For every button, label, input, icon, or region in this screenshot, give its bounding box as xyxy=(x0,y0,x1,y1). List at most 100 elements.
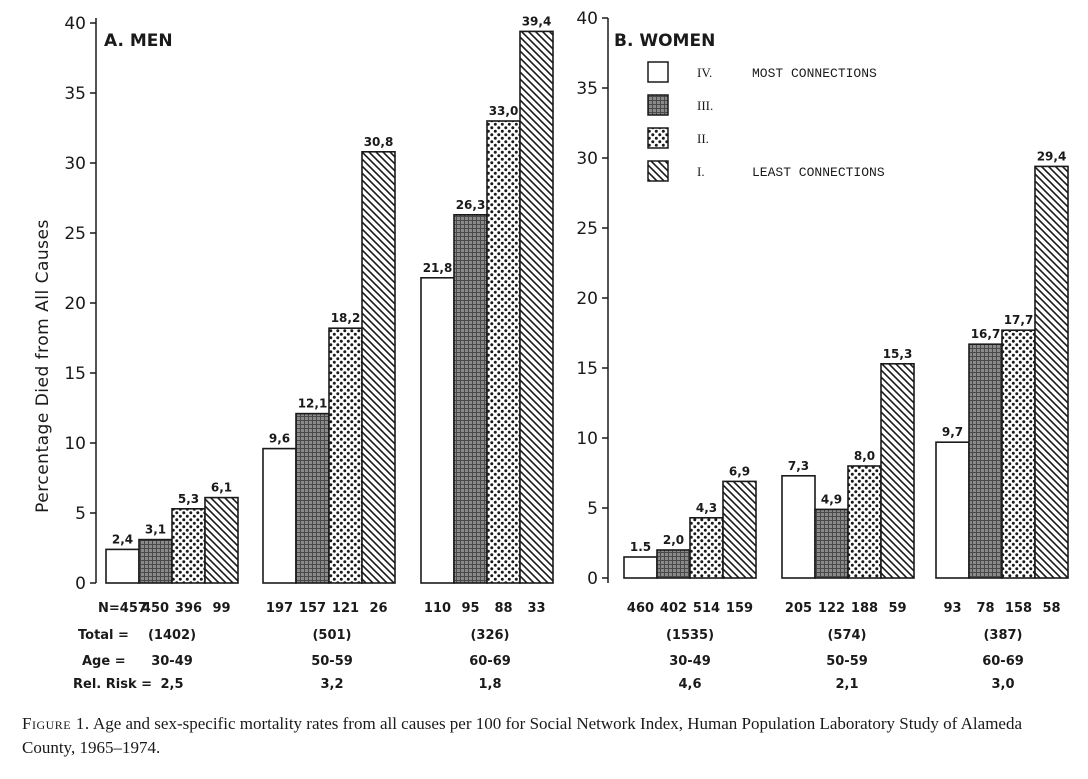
men-panel: A. MEN 0 5 10 15 20 25 30 35 40 Percentage Died fr… xyxy=(33,14,554,692)
women-bar-ii-1 xyxy=(689,516,724,579)
legend-numeral-i: I. xyxy=(697,164,705,179)
women-bar-value-label: 7,3 xyxy=(788,459,809,473)
men-bar-iii-1 xyxy=(138,538,173,584)
men-bar-ii-1 xyxy=(171,507,206,584)
women-group-rel-risk: 4,6 xyxy=(678,677,701,692)
figure-caption: Figure 1. Age and sex-specific mortality… xyxy=(22,712,1072,760)
women-y-tick-label: 40 xyxy=(576,9,598,29)
men-bar-value-label: 6,1 xyxy=(211,481,232,495)
women-bar-value-label: 1.5 xyxy=(630,540,651,554)
men-bar-iii-3 xyxy=(453,214,488,584)
women-bar-value-label: 4,9 xyxy=(821,492,842,506)
men-bar-value-label: 33,0 xyxy=(489,104,519,118)
men-n-label: 157 xyxy=(299,601,326,616)
men-bar-iii-2 xyxy=(295,412,330,584)
rel-risk-row-label: Rel. Risk = xyxy=(73,677,152,692)
men-group-rel-risk: 2,5 xyxy=(160,677,183,692)
legend-swatch-i xyxy=(647,160,669,182)
women-bar-value-label: 6,9 xyxy=(729,464,750,478)
women-bar-value-label: 15,3 xyxy=(883,347,913,361)
men-bar-value-label: 39,4 xyxy=(522,14,552,28)
women-y-tick-label: 25 xyxy=(576,219,598,239)
men-bars: 2,4 N=457 3,1 450 5,3 396 6,1 99 9,6 197 12,1 157 18… xyxy=(98,14,554,616)
men-n-label: 396 xyxy=(175,601,202,616)
men-bar-i-1 xyxy=(204,496,239,584)
men-bar-iv-3 xyxy=(420,276,455,584)
women-y-tick-label: 30 xyxy=(576,149,598,169)
men-n-label: 197 xyxy=(266,601,293,616)
women-y-tick-label: 10 xyxy=(576,429,598,449)
legend-numeral-ii: II. xyxy=(697,131,709,146)
legend-swatch-ii xyxy=(647,127,669,149)
women-n-label: 402 xyxy=(660,601,687,616)
women-y-axis: 0 5 10 15 20 25 30 35 40 xyxy=(576,9,609,589)
men-y-axis: 0 5 10 15 20 25 30 35 40 xyxy=(64,14,97,594)
women-n-label: 158 xyxy=(1005,601,1032,616)
women-group-age: 60-69 xyxy=(982,654,1024,669)
women-bar-value-label: 9,7 xyxy=(942,425,963,439)
women-n-label: 514 xyxy=(693,601,720,616)
women-n-label: 122 xyxy=(818,601,845,616)
legend-item-iv: IV. MOST CONNECTIONS xyxy=(647,61,877,83)
women-bar-ii-2 xyxy=(847,465,882,579)
women-group-rel-risk: 2,1 xyxy=(835,677,858,692)
women-group-age: 30-49 xyxy=(669,654,711,669)
women-bar-ii-3 xyxy=(1001,329,1036,579)
men-bar-value-label: 30,8 xyxy=(364,135,394,149)
women-bar-iii-2 xyxy=(814,508,849,579)
men-bar-value-label: 3,1 xyxy=(145,523,166,537)
men-y-tick-label: 40 xyxy=(64,14,86,34)
women-bars: 1.5 460 2,0 402 4,3 514 6,9 159 7,3 205 4,9 122 8,0 1… xyxy=(623,149,1069,616)
men-y-tick-label: 30 xyxy=(64,154,86,174)
men-bar-iv-2 xyxy=(262,447,297,584)
women-bar-i-2 xyxy=(880,362,915,579)
women-group-total: (574) xyxy=(827,628,866,643)
women-bar-value-label: 8,0 xyxy=(854,449,875,463)
men-y-tick-label: 10 xyxy=(64,434,86,454)
men-n-label: 99 xyxy=(212,601,230,616)
women-n-label: 159 xyxy=(726,601,753,616)
women-bar-iv-3 xyxy=(935,441,970,579)
women-bar-iii-1 xyxy=(656,549,691,579)
men-n-label: 33 xyxy=(527,601,545,616)
men-n-label: 26 xyxy=(369,601,387,616)
women-group-age: 50-59 xyxy=(826,654,868,669)
legend-swatch-iv xyxy=(647,61,669,83)
men-group-total: (501) xyxy=(312,628,351,643)
men-bar-ii-3 xyxy=(486,120,521,584)
women-bar-value-label: 4,3 xyxy=(696,501,717,515)
men-group-rel-risk: 1,8 xyxy=(478,677,501,692)
men-y-tick-label: 0 xyxy=(75,574,86,594)
men-bar-value-label: 9,6 xyxy=(269,432,290,446)
men-n-label: 95 xyxy=(461,601,479,616)
men-panel-title: A. MEN xyxy=(104,31,173,51)
legend-numeral-iii: III. xyxy=(697,98,713,113)
women-bar-value-label: 2,0 xyxy=(663,533,684,547)
women-bar-iv-1 xyxy=(623,556,658,579)
women-group-rel-risk: 3,0 xyxy=(991,677,1014,692)
women-n-label: 59 xyxy=(888,601,906,616)
men-bar-i-2 xyxy=(361,151,396,584)
men-bar-value-label: 18,2 xyxy=(331,311,361,325)
women-group-info: (1535) 30-49 4,6 (574) 50-59 2,1 (387) 60-69 3,0 xyxy=(666,628,1024,692)
men-y-tick-label: 20 xyxy=(64,294,86,314)
women-n-label: 460 xyxy=(627,601,654,616)
men-n-label: 121 xyxy=(332,601,359,616)
men-bar-value-label: 12,1 xyxy=(298,397,328,411)
women-y-tick-label: 15 xyxy=(576,359,598,379)
men-n-label: N=457 xyxy=(98,601,147,616)
women-y-tick-label: 0 xyxy=(587,569,598,589)
women-y-tick-label: 5 xyxy=(587,499,598,519)
men-bar-value-label: 5,3 xyxy=(178,492,199,506)
women-n-label: 93 xyxy=(943,601,961,616)
men-bar-value-label: 2,4 xyxy=(112,532,133,546)
men-y-tick-label: 25 xyxy=(64,224,86,244)
men-bar-value-label: 21,8 xyxy=(423,261,453,275)
men-bar-iv-1 xyxy=(105,548,140,584)
women-bar-value-label: 29,4 xyxy=(1037,149,1067,163)
women-n-label: 188 xyxy=(851,601,878,616)
women-bar-i-1 xyxy=(722,480,757,579)
men-bar-i-3 xyxy=(519,30,554,584)
men-y-tick-label: 15 xyxy=(64,364,86,384)
women-n-label: 78 xyxy=(976,601,994,616)
